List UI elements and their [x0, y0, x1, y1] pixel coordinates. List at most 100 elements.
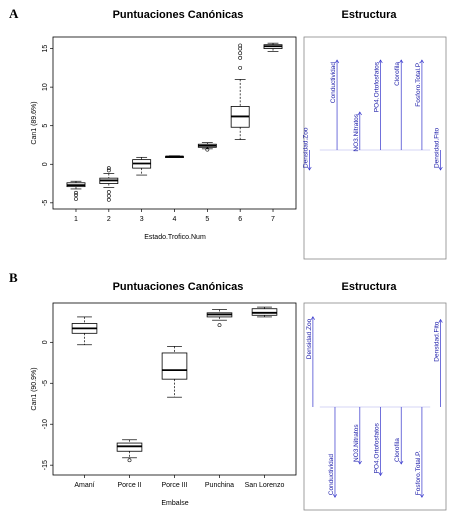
structure-a-arrow-head: [438, 166, 443, 171]
structure-b-arrow-label: Densidad.Zoo: [306, 318, 313, 359]
structure-b-arrow-head: [310, 316, 316, 320]
boxplot-a-xtick-label: 7: [271, 216, 275, 223]
boxplot-a-outlier: [106, 168, 111, 173]
structure-a-frame: [303, 36, 447, 260]
boxplot-b-box-2: [116, 439, 143, 463]
boxplot-b-box-3: [161, 346, 188, 398]
boxplot-b-box-5: [251, 306, 278, 318]
boxplot-a: -5 0 5 10 15 1 2 3 4 5 6 7: [42, 42, 283, 223]
boxplot-b-box-4: [206, 309, 233, 328]
boxplot-b-outlier: [217, 323, 222, 328]
structure-a-arrow-head: [357, 111, 362, 116]
structure-b-arrow-label: Clorofila: [394, 438, 401, 462]
boxplot-b-xtick-label: Punchina: [205, 482, 234, 489]
structure-a-arrow-1: Densidad.Zoo: [302, 127, 312, 171]
structure-b-arrow-head: [332, 494, 338, 498]
structure-b-arrow-label: NO3.Nitratos: [353, 424, 360, 462]
boxplot-b-ytick-label: -5: [42, 380, 49, 386]
boxplot-b-xtick-label: San Lorenzo: [245, 482, 285, 489]
boxplot-a-outlier: [106, 166, 111, 171]
boxplot-a-outlier: [205, 147, 210, 152]
boxplot-a-outlier: [238, 55, 243, 60]
structure-a-arrow-6: Fosforo.Total.P.: [415, 59, 425, 150]
structure-a-arrow-3: NO3.Nitratos: [353, 111, 362, 152]
structure-a-arrow-head: [307, 166, 312, 171]
boxplot-b-title: Puntuaciones Canónicas: [113, 281, 244, 293]
structure-b-arrow-head: [399, 460, 404, 465]
boxplot-a-outlier: [238, 46, 243, 51]
structure-a-title: Estructura: [341, 9, 397, 21]
structure-b-title: Estructura: [341, 281, 397, 293]
structure-a-arrow-head: [378, 59, 383, 64]
structure-b-arrow-label: Densidad.Fito: [434, 321, 441, 361]
structure-b-frame: [303, 302, 447, 511]
structure-a-arrow-head: [334, 59, 340, 64]
structure-b-arrow-label: PO4.Ortofosfatos: [374, 422, 381, 473]
boxplot-b-box-1: [71, 316, 98, 346]
boxplot-a-box-4: [165, 155, 184, 158]
structure-a-arrow-head: [399, 59, 404, 64]
boxplot-a-outlier: [238, 43, 243, 48]
structure-b-arrow-1: Densidad.Zoo: [306, 316, 316, 407]
boxplot-a-xtick-label: 4: [173, 216, 177, 223]
boxplot-a-xtick-label: 6: [238, 216, 242, 223]
boxplot-a-xtick-label: 2: [107, 216, 111, 223]
boxplot-a-xtick-label: 5: [205, 216, 209, 223]
boxplot-a-ytick-label: -5: [42, 200, 49, 206]
structure-b: Densidad.Zoo Conductividad NO3.Nitratos PO4…: [306, 316, 443, 498]
boxplot-a-outlier: [238, 51, 243, 56]
boxplot-a-ytick-label: 15: [42, 45, 49, 53]
boxplot-a-box-7: [263, 42, 283, 53]
boxplot-a-title: Puntuaciones Canónicas: [113, 9, 244, 21]
boxplot-b-ytick-label: -15: [42, 460, 49, 470]
boxplot-b-outlier: [127, 458, 132, 463]
boxplot-a-xtick-label: 1: [74, 216, 78, 223]
structure-a-arrow-7: Densidad.Fito: [434, 128, 443, 171]
structure-b-arrow-head: [419, 494, 425, 498]
structure-b-arrow-5: Clorofila: [394, 407, 404, 465]
structure-b-arrow-head: [357, 460, 362, 465]
boxplot-a-xlabel: Estado.Trofico.Num: [144, 234, 206, 241]
boxplot-a-ytick-label: 5: [42, 124, 49, 128]
boxplot-a-outlier: [74, 190, 78, 195]
boxplot-a-outlier: [106, 190, 111, 194]
boxplot-a-xtick-label: 3: [140, 216, 144, 223]
structure-a-arrow-4: PO4.Ortofosfatos: [374, 59, 383, 150]
structure-a-arrow-label: Densidad.Zoo: [302, 127, 309, 168]
structure-a-arrow-label: Conductividad: [330, 62, 337, 104]
structure-b-arrow-label: Fosforo.Total.P.: [415, 450, 422, 495]
structure-a-arrow-label: Densidad.Fito: [434, 128, 441, 168]
structure-a-arrow-5: Clorofila: [394, 59, 404, 150]
panel-letter-a: A: [9, 6, 19, 21]
boxplot-a-box-5: [197, 142, 217, 152]
panel-letter-b: B: [9, 270, 18, 285]
structure-b-arrow-label: Conductividad: [328, 454, 335, 496]
boxplot-b-xlabel: Embalse: [161, 500, 188, 507]
boxplot-a-box-1: [66, 180, 86, 201]
structure-a-arrow-2: Conductividad: [330, 59, 340, 150]
structure-b-arrow-6: Fosforo.Total.P.: [415, 407, 425, 498]
structure-b-arrow-3: NO3.Nitratos: [353, 407, 362, 465]
boxplot-b: -15 -10 -5 0 Amaní Porce II Porce III Punchina S…: [42, 306, 285, 489]
boxplot-b-ytick-label: 0: [42, 340, 49, 344]
structure-b-arrow-head: [378, 472, 383, 477]
boxplot-a-ylabel: Can1 (89.6%): [31, 101, 38, 144]
boxplot-a-outlier: [238, 65, 243, 70]
boxplot-a-box-2: [99, 166, 119, 202]
structure-b-arrow-head: [438, 318, 443, 323]
boxplot-b-ylabel: Can1 (90.9%): [31, 367, 38, 410]
boxplot-b-xtick-label: Porce II: [117, 482, 141, 489]
structure-b-arrow-2: Conductividad: [328, 407, 338, 498]
structure-a-arrow-label: PO4.Ortofosfatos: [374, 61, 381, 112]
structure-a-arrow-label: Fosforo.Total.P.: [415, 62, 422, 107]
boxplot-a-box-3: [132, 156, 152, 176]
boxplot-b-box-body: [161, 352, 188, 380]
boxplot-b-xtick-label: Amaní: [74, 482, 94, 489]
boxplot-b-xtick-label: Porce III: [161, 482, 187, 489]
boxplot-a-ytick-label: 10: [42, 83, 49, 91]
structure-b-arrow-7: Densidad.Fito: [434, 318, 443, 407]
structure-a: Densidad.Zoo Conductividad NO3.Nitratos PO4…: [302, 59, 443, 171]
boxplot-a-box-6: [230, 43, 250, 140]
boxplot-a-outlier: [74, 193, 78, 198]
boxplot-a-outlier: [74, 197, 78, 201]
